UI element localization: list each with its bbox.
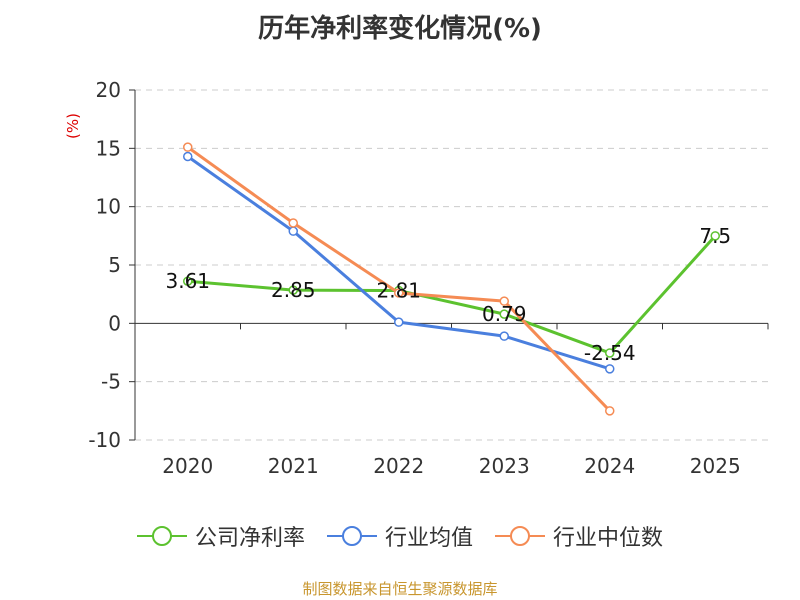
data-point <box>605 364 615 374</box>
data-point <box>183 142 193 152</box>
y-tick-label: 15 <box>96 136 121 160</box>
data-point <box>605 348 615 358</box>
y-axis-unit-label: (%) <box>64 113 82 139</box>
legend-marker-icon <box>326 526 377 546</box>
y-tick-label: -10 <box>88 428 121 452</box>
legend-item[interactable]: 行业均值 <box>326 520 473 552</box>
x-tick-label: 2024 <box>584 454 635 478</box>
data-point <box>394 317 404 327</box>
y-tick-label: 20 <box>96 78 121 102</box>
legend-item[interactable]: 公司净利率 <box>136 520 305 552</box>
data-point <box>288 226 298 236</box>
y-tick-label: 0 <box>108 311 121 335</box>
legend-label: 行业中位数 <box>553 526 664 551</box>
legend-label: 公司净利率 <box>194 526 305 551</box>
data-point <box>605 406 615 416</box>
data-point <box>183 151 193 162</box>
data-point <box>394 288 404 298</box>
data-point <box>499 296 509 306</box>
data-label: 7.5 <box>699 224 731 248</box>
data-label: 2.81 <box>376 279 421 303</box>
legend-label: 行业均值 <box>384 526 473 551</box>
legend-item[interactable]: 行业中位数 <box>495 520 663 552</box>
series-line <box>186 155 611 371</box>
data-labels: 3.61 2.85 2.81 0.79 -2.54 7.5 <box>165 224 731 365</box>
data-point <box>710 231 720 241</box>
x-tick-label: 2023 <box>479 454 530 478</box>
data-point <box>499 331 509 341</box>
series-line <box>187 234 717 355</box>
x-tick-label: 2020 <box>162 454 213 478</box>
data-point <box>288 218 298 228</box>
data-label: -2.54 <box>584 341 636 365</box>
legend: 公司净利率 行业均值 行业中位数 <box>0 520 800 552</box>
y-tick-label: -5 <box>101 370 121 394</box>
x-tick-label: 2021 <box>268 454 319 478</box>
x-tick-label: 2025 <box>690 454 741 478</box>
grid-lines <box>135 89 768 441</box>
data-point <box>499 309 509 319</box>
x-tick-label: 2022 <box>373 454 424 478</box>
axes: 20 15 10 5 0 -5 -10 2020 2021 2022 2023 2024 2025 <box>88 78 769 478</box>
data-label: 3.61 <box>165 269 210 293</box>
source-note: 制图数据来自恒生聚源数据库 <box>302 580 498 598</box>
y-tick-label: 10 <box>96 195 121 219</box>
data-label: 2.85 <box>271 278 316 302</box>
data-point <box>288 285 298 295</box>
data-label: 0.79 <box>482 302 527 326</box>
data-point <box>183 276 193 286</box>
y-tick-label: 5 <box>108 253 121 277</box>
series-lines <box>183 142 720 416</box>
legend-marker-icon <box>136 526 187 546</box>
chart-title: 历年净利率变化情况(%) <box>258 14 542 44</box>
legend-marker-icon <box>495 526 545 546</box>
